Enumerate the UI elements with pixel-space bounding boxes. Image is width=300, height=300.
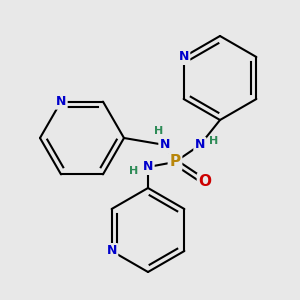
- Text: N: N: [143, 160, 153, 173]
- Text: P: P: [169, 154, 181, 169]
- Text: N: N: [106, 244, 117, 257]
- Text: N: N: [160, 139, 170, 152]
- Text: N: N: [178, 50, 189, 64]
- Text: N: N: [56, 95, 66, 108]
- Text: H: H: [129, 166, 139, 176]
- Text: H: H: [209, 136, 219, 146]
- Text: H: H: [154, 126, 164, 136]
- Text: N: N: [195, 139, 205, 152]
- Text: O: O: [199, 175, 212, 190]
